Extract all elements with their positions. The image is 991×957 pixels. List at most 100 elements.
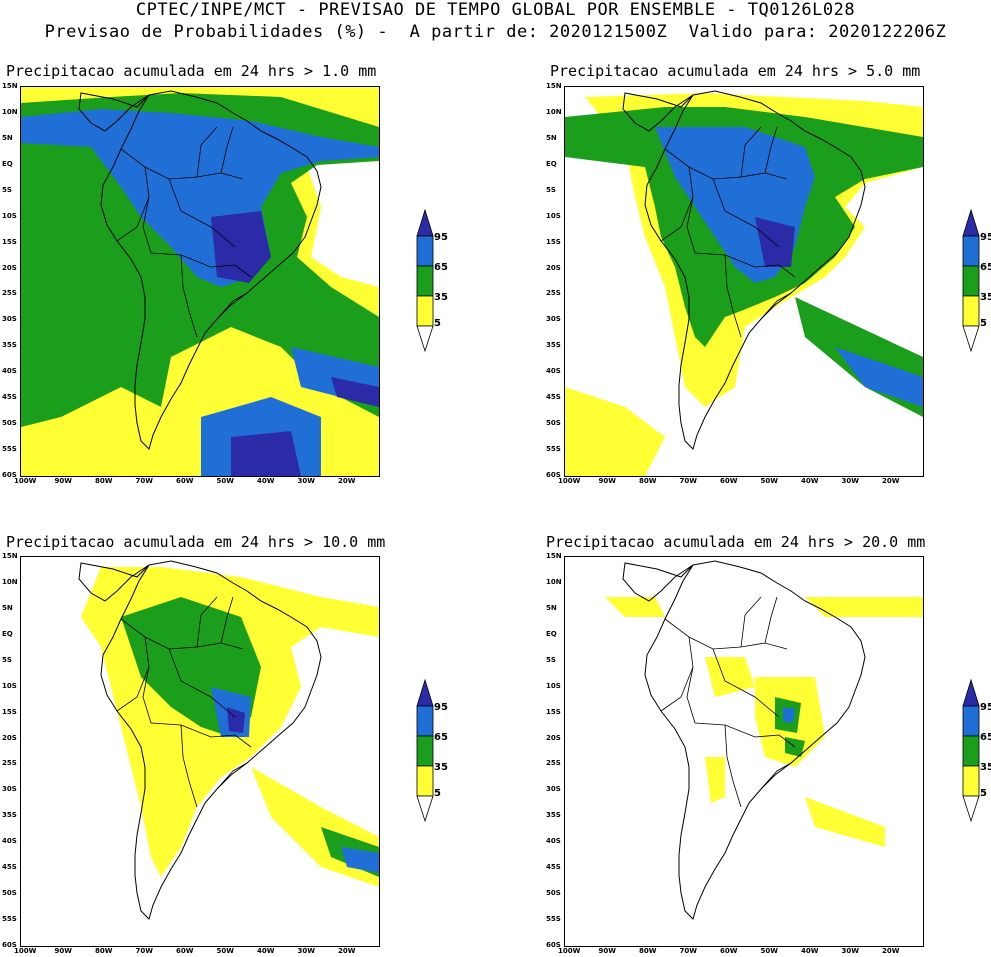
lat-tick-label: 10S	[2, 211, 17, 220]
lat-tick-label: 55S	[2, 915, 17, 924]
lat-tick-label: 30S	[2, 785, 17, 794]
lat-tick-label: 40S	[2, 837, 17, 846]
legend-colorbar	[416, 678, 434, 823]
country-border	[120, 618, 244, 650]
lat-tick-label: 15N	[546, 552, 562, 560]
lat-tick-label: 35S	[2, 341, 17, 350]
legend-label: 95	[980, 702, 991, 713]
lat-tick-label: 40S	[546, 367, 561, 376]
lon-tick-label: 100W	[14, 947, 37, 955]
lon-tick-label: 40W	[257, 477, 275, 485]
country-border	[216, 292, 248, 320]
legend-swatch-navy	[416, 208, 434, 237]
country-border	[660, 196, 694, 242]
lat-tick-label: 30S	[546, 785, 561, 794]
lon-tick-label: 20W	[338, 477, 356, 485]
lon-tick-label: 80W	[95, 477, 113, 485]
lon-tick-label: 20W	[882, 477, 900, 485]
header-subtitle: Previsao de Probabilidades (%) - A parti…	[44, 22, 947, 42]
map-3	[20, 556, 380, 947]
lat-tick-label: 60S	[546, 941, 561, 949]
lat-tick-label: 30S	[2, 315, 17, 324]
country-border	[220, 126, 234, 174]
country-border	[116, 196, 150, 242]
lat-tick-label: 25S	[2, 759, 17, 768]
country-border	[168, 648, 236, 718]
legend-swatch-white	[962, 795, 980, 823]
country-border	[196, 126, 218, 178]
legend-swatch-blue	[962, 705, 980, 737]
legend-swatch-blue	[962, 235, 980, 267]
lat-tick-label: 55S	[546, 915, 561, 924]
map-4	[564, 556, 924, 947]
coastline-central-america	[78, 92, 150, 132]
lon-tick-label: 60W	[176, 947, 194, 955]
country-border	[660, 666, 694, 712]
lat-tick-label: 60S	[546, 471, 561, 479]
map-svg-3	[78, 560, 379, 920]
panel-title-4: Precipitacao acumulada em 24 hrs > 20.0 …	[546, 533, 926, 551]
lon-tick-label: 60W	[720, 947, 738, 955]
country-border	[180, 724, 198, 808]
lon-tick-label: 50W	[216, 477, 234, 485]
country-border	[712, 178, 780, 248]
lat-tick-label: 40S	[2, 367, 17, 376]
lon-tick-label: 70W	[679, 477, 697, 485]
legend-3: 95 65 35 5	[416, 678, 486, 823]
coastline	[100, 560, 322, 920]
probability-area-navy	[227, 707, 245, 733]
country-border	[724, 254, 742, 338]
legend-swatch-white	[962, 325, 980, 353]
lat-tick-label: 35S	[2, 811, 17, 820]
lon-tick-label: 80W	[639, 947, 657, 955]
legend-colorbar	[416, 208, 434, 353]
lat-tick-label: 5N	[546, 603, 557, 612]
lat-tick-label: 45S	[2, 393, 17, 402]
lon-tick-label: 60W	[720, 477, 738, 485]
probability-area-navy	[231, 431, 301, 476]
lat-tick-label: 35S	[546, 811, 561, 820]
country-border	[712, 648, 780, 718]
legend-colorbar	[962, 208, 980, 353]
country-border	[694, 252, 796, 278]
legend-label: 5	[434, 318, 441, 329]
legend-label: 65	[980, 262, 991, 273]
legend-swatch-green	[416, 265, 434, 297]
lon-tick-label: 70W	[135, 477, 153, 485]
legend-swatch-navy	[962, 678, 980, 707]
legend-label: 95	[434, 232, 448, 243]
legend-swatch-navy	[416, 678, 434, 707]
legend-swatch-white	[416, 325, 434, 353]
lon-tick-label: 50W	[760, 477, 778, 485]
country-border	[740, 126, 762, 178]
country-border	[180, 254, 198, 338]
lon-tick-label: 90W	[598, 477, 616, 485]
lat-tick-label: 10N	[2, 577, 18, 586]
lon-tick-label: 30W	[841, 947, 859, 955]
lat-tick-label: 50S	[2, 419, 17, 428]
legend-swatch-navy	[962, 208, 980, 237]
lon-tick-label: 40W	[801, 477, 819, 485]
panel-title-1: Precipitacao acumulada em 24 hrs > 1.0 m…	[6, 62, 377, 80]
map-1	[20, 86, 380, 477]
legend-1: 95 65 35 5	[416, 208, 486, 353]
lat-tick-label: EQ	[546, 159, 557, 168]
probability-area-blue	[21, 109, 379, 287]
lon-tick-label: 80W	[639, 477, 657, 485]
lat-tick-label: 45S	[546, 863, 561, 872]
lat-tick-label: 15S	[546, 237, 561, 246]
map-svg-4	[605, 560, 923, 920]
lon-tick-label: 70W	[679, 947, 697, 955]
country-border	[740, 596, 762, 648]
country-border	[694, 722, 796, 748]
lat-tick-label: 50S	[546, 889, 561, 898]
lon-tick-label: 40W	[801, 947, 819, 955]
lat-tick-label: EQ	[2, 159, 13, 168]
country-border	[168, 178, 236, 248]
lat-tick-label: 10S	[546, 681, 561, 690]
lat-tick-label: 15N	[2, 82, 18, 90]
legend-label: 35	[434, 292, 448, 303]
legend-swatch-yellow	[962, 295, 980, 327]
lon-tick-label: 80W	[95, 947, 113, 955]
lat-tick-label: 15N	[2, 552, 18, 560]
